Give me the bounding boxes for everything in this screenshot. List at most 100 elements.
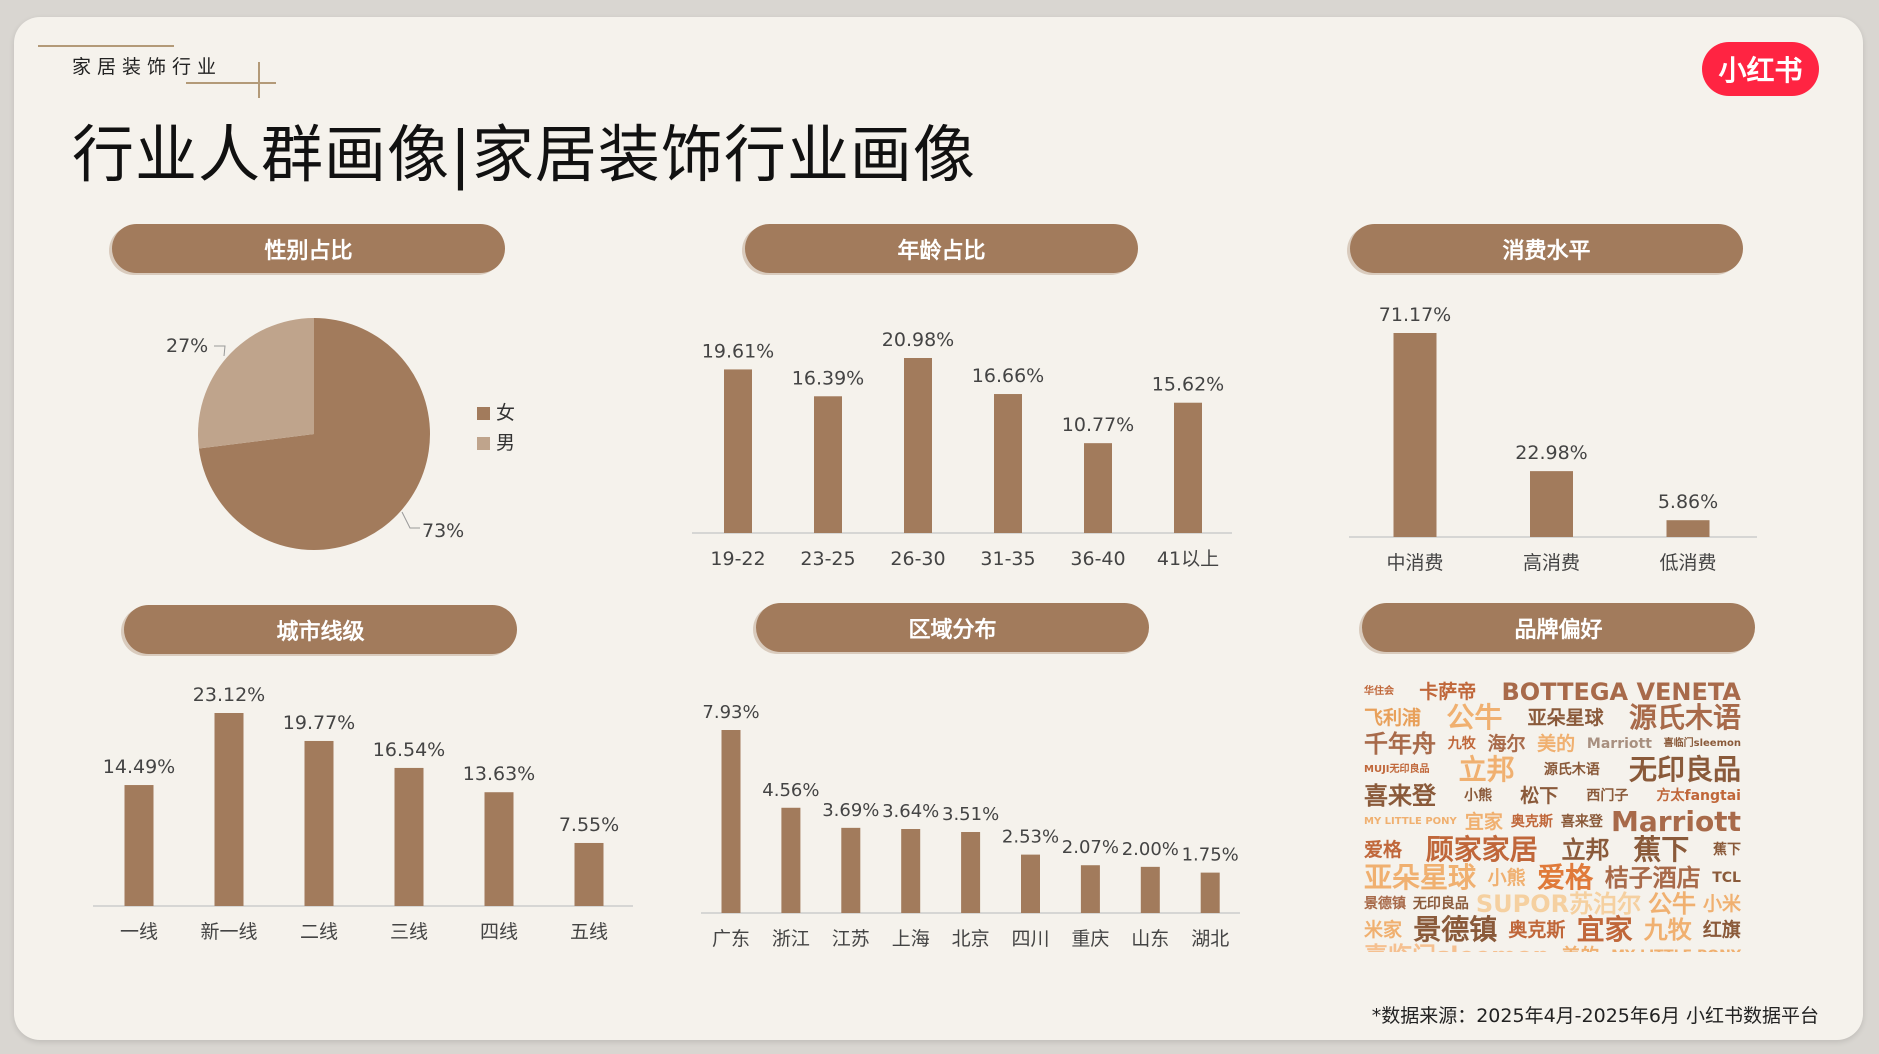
region-category-label: 重庆: [1071, 928, 1109, 950]
age-category-label: 23-25: [800, 548, 855, 570]
brand-word: 爱格: [1364, 838, 1403, 861]
pie-slice-female: [198, 318, 431, 550]
region-value-label: 7.93%: [702, 702, 759, 723]
region-bar: [781, 807, 801, 913]
legend-swatch: [477, 437, 490, 450]
consumption-bar: [1530, 471, 1573, 537]
brand-word: 顾家家居: [1425, 833, 1538, 866]
consumption-value-label: 71.17%: [1379, 304, 1451, 326]
brand-word: 无印良品: [1628, 753, 1741, 786]
region-bar: [841, 827, 861, 913]
section-header-region: 区域分布: [756, 603, 1149, 652]
brand-word: 公牛: [1446, 701, 1503, 734]
region-category-label: 山东: [1131, 928, 1169, 950]
region-bar: [721, 730, 741, 913]
brand-word: 蕉下: [1712, 842, 1741, 858]
brand-word: 喜临门sleemon: [1364, 944, 1550, 952]
brand-word: 方太fangtai: [1656, 788, 1741, 804]
region-value-label: 2.00%: [1122, 839, 1179, 860]
city-category-label: 五线: [570, 921, 608, 943]
section-header-gender: 性别占比: [112, 224, 505, 273]
brand-word: 亚朵星球: [1527, 706, 1604, 729]
city-value-label: 16.54%: [373, 739, 445, 761]
data-source-note: *数据来源：2025年4月-2025年6月 小红书数据平台: [1371, 1005, 1819, 1027]
region-category-label: 湖北: [1191, 928, 1229, 950]
age-value-label: 16.39%: [792, 367, 864, 389]
brand-word: BOTTEGA VENETA: [1501, 680, 1741, 706]
brand-word: 奥克斯: [1508, 918, 1566, 941]
region-category-label: 北京: [952, 928, 990, 950]
region-value-label: 2.53%: [1002, 827, 1059, 848]
region-category-label: 广东: [712, 928, 750, 950]
city-category-label: 新一线: [200, 921, 257, 943]
brand-word: 红旗: [1702, 918, 1741, 941]
age-category-label: 31-35: [980, 548, 1035, 570]
age-category-label: 36-40: [1070, 548, 1125, 570]
region-value-label: 1.75%: [1182, 845, 1239, 866]
brand-word: 小米: [1702, 892, 1741, 915]
legend-label: 女: [496, 402, 516, 424]
brand-word: 蕉下: [1633, 833, 1690, 866]
brand-word: 立邦: [1561, 836, 1610, 864]
region-bar: [901, 829, 921, 913]
age-bar: [904, 358, 932, 533]
brand-word: 无印良品: [1412, 896, 1469, 912]
brand-word: 景德镇: [1364, 896, 1406, 912]
age-value-label: 15.62%: [1152, 374, 1224, 396]
leader-line: [401, 511, 420, 529]
brand-word: 海尔: [1487, 732, 1526, 755]
brand-word: 景德镇: [1413, 913, 1498, 946]
section-header-consumption: 消费水平: [1350, 224, 1743, 273]
brand-word: 小熊: [1487, 866, 1526, 889]
page-title: 行业人群画像|家居装饰行业画像: [72, 118, 976, 191]
decor-line: [186, 82, 276, 84]
region-value-label: 4.56%: [762, 780, 819, 801]
city-value-label: 19.77%: [283, 712, 355, 734]
pie-label-female: 73%: [422, 520, 464, 542]
region-value-label: 2.07%: [1062, 837, 1119, 858]
city-bar: [484, 792, 514, 906]
section-header-city: 城市线级: [124, 605, 517, 654]
legend-swatch: [477, 407, 490, 420]
region-bar: [1200, 872, 1220, 913]
age-value-label: 20.98%: [882, 329, 954, 351]
age-category-label: 41以上: [1157, 548, 1219, 570]
gender-legend: 女 男: [477, 398, 515, 458]
consumption-category-label: 低消费: [1659, 552, 1716, 574]
brand-word: 爱格: [1537, 861, 1594, 894]
legend-item-male: 男: [477, 428, 515, 458]
brand-word: SUPOR苏泊尔: [1475, 890, 1642, 918]
brand-word: 卡萨帝: [1419, 680, 1477, 703]
age-bar: [994, 394, 1022, 533]
brand-word: 源氏木语: [1628, 701, 1741, 734]
xiaohongshu-logo: 小红书: [1702, 42, 1819, 96]
brand-word: MY LITTLE PONY: [1611, 949, 1741, 952]
consumption-bar: [1393, 333, 1437, 537]
brand-word: 公牛: [1648, 890, 1697, 918]
brand-word: MUJI无印良品: [1364, 764, 1430, 775]
city-value-label: 13.63%: [463, 763, 535, 785]
city-value-label: 7.55%: [559, 814, 619, 836]
brand-word: 飞利浦: [1364, 706, 1422, 729]
region-value-label: 3.51%: [942, 804, 999, 825]
brand-word: 喜来登: [1560, 814, 1603, 830]
brand-word: 小熊: [1464, 788, 1493, 804]
section-header-age: 年龄占比: [745, 224, 1138, 273]
consumption-bar: [1666, 520, 1710, 537]
brand-word: 九牧: [1643, 916, 1692, 944]
decor-line: [258, 62, 260, 98]
region-bar: [1140, 866, 1160, 913]
brand-word: 宜家: [1464, 810, 1503, 833]
brand-word: 西门子: [1586, 788, 1629, 804]
pie-slice-male: [198, 318, 314, 449]
city-category-label: 一线: [120, 921, 158, 943]
city-bar: [574, 842, 604, 906]
brand-word: 桔子酒店: [1604, 864, 1701, 892]
legend-label: 男: [496, 432, 516, 454]
age-value-label: 16.66%: [972, 365, 1044, 387]
brand-word: 美的: [1561, 946, 1599, 952]
brand-word: 千年舟: [1364, 730, 1436, 758]
city-bar: [124, 785, 154, 906]
region-category-label: 上海: [892, 928, 930, 950]
